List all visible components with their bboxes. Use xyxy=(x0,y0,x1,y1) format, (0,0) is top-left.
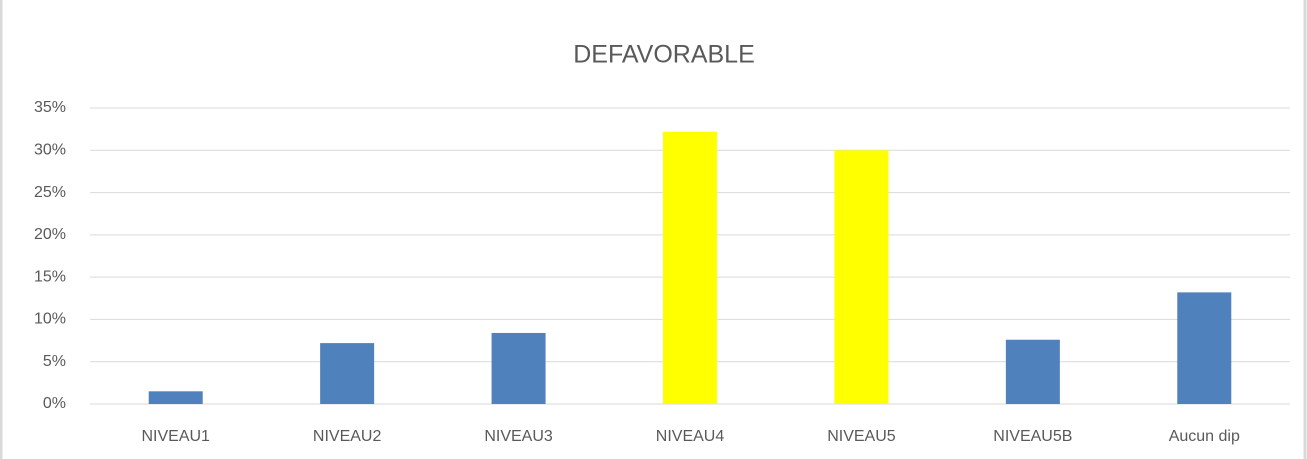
chart-title: DEFAVORABLE xyxy=(573,41,755,69)
bar xyxy=(834,150,889,404)
bar xyxy=(663,131,717,404)
bar xyxy=(148,391,203,404)
y-tick-label: 35% xyxy=(34,99,66,116)
y-tick-label: 15% xyxy=(34,268,66,285)
x-tick-label: NIVEAU5B xyxy=(993,428,1072,445)
bar xyxy=(1177,292,1232,404)
x-tick-label: NIVEAU3 xyxy=(484,428,553,445)
x-tick-label: NIVEAU1 xyxy=(141,428,210,445)
y-tick-label: 20% xyxy=(34,226,66,243)
bar xyxy=(320,343,375,404)
y-tick-label: 5% xyxy=(43,353,66,370)
y-tick-label: 0% xyxy=(43,395,66,412)
x-tick-label: Aucun dip xyxy=(1169,428,1240,445)
x-tick-label: NIVEAU4 xyxy=(656,428,725,445)
bar xyxy=(491,332,546,404)
x-tick-label: NIVEAU5 xyxy=(827,428,896,445)
y-tick-label: 30% xyxy=(34,142,66,159)
y-tick-label: 10% xyxy=(34,311,66,328)
y-tick-label: 25% xyxy=(34,184,66,201)
bar xyxy=(1005,339,1060,404)
x-tick-label: NIVEAU2 xyxy=(313,428,382,445)
